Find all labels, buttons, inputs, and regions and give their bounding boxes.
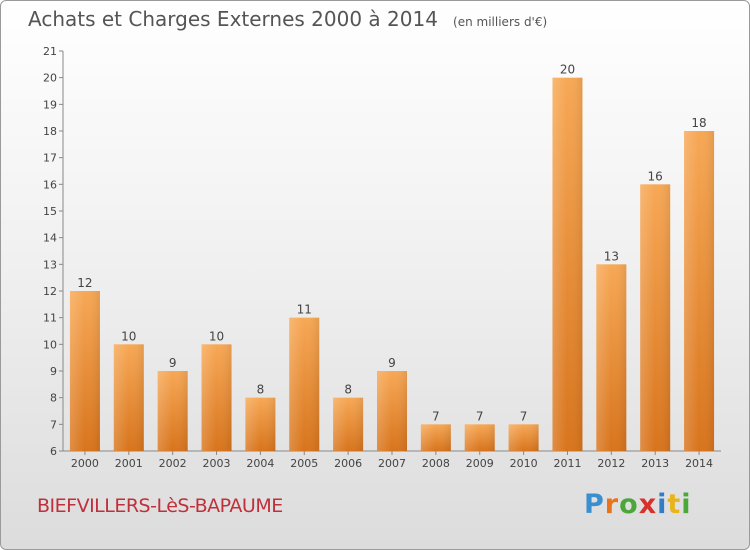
bar-value-label: 10 (121, 329, 136, 343)
x-tick-label: 2005 (290, 457, 318, 470)
logo-letter: i (657, 489, 668, 520)
bar-value-label: 8 (257, 383, 265, 397)
y-tick-label: 16 (43, 178, 57, 191)
logo-letter: r (604, 489, 620, 520)
bar-shade (245, 397, 276, 451)
logo-letter: o (619, 489, 639, 520)
x-tick-label: 2012 (597, 457, 625, 470)
x-axis: 2000 2001 2002 2003 2004 2005 2006 2007 2008 2009… (63, 450, 721, 470)
bar-shade (377, 371, 407, 451)
x-tick-label: 2004 (246, 457, 274, 470)
x-tick-label: 2003 (203, 457, 231, 470)
x-tick-label: 2009 (466, 457, 494, 470)
bar-shade (552, 77, 583, 452)
bar-value-label: 18 (691, 116, 706, 130)
bar-value-label: 10 (209, 329, 224, 343)
y-tick-label: 7 (50, 418, 57, 431)
bar-shade (684, 131, 715, 451)
title-row: Achats et Charges Externes 2000 à 2014 (… (28, 7, 547, 31)
bar-value-label: 16 (648, 169, 663, 183)
x-tick-label: 2014 (685, 457, 713, 470)
x-tick-label: 2000 (71, 457, 99, 470)
bar-value-label: 7 (520, 409, 528, 423)
bar-shade (640, 184, 671, 452)
bar-value-label: 9 (169, 356, 177, 370)
bars: 12 10 9 10 8 11 8 9 7 7 7 20 13 16 18 (69, 63, 715, 452)
x-tick-label: 2011 (553, 457, 581, 470)
bar-value-label: 7 (432, 409, 440, 423)
y-tick-label: 18 (43, 125, 57, 138)
y-tick-label: 12 (43, 285, 57, 298)
bar-shade (113, 344, 144, 451)
logo-letter: x (638, 489, 658, 520)
x-tick-label: 2002 (159, 457, 187, 470)
y-tick-label: 19 (43, 98, 57, 111)
bar-value-label: 8 (344, 383, 352, 397)
y-tick-label: 21 (43, 45, 57, 58)
x-tick-label: 2010 (510, 457, 538, 470)
x-tick-label: 2001 (115, 457, 143, 470)
y-tick-label: 9 (50, 365, 57, 378)
bar-value-label: 11 (297, 303, 312, 317)
bar-shade (464, 424, 495, 451)
bar-shade (420, 424, 451, 451)
commune-name: BIEFVILLERS-LèS-BAPAUME (37, 495, 283, 517)
bar-value-label: 9 (388, 356, 396, 370)
logo-letter: i (681, 489, 692, 520)
y-tick-label: 14 (43, 232, 57, 245)
bar-shade (596, 264, 627, 451)
y-tick-label: 8 (50, 392, 57, 405)
y-tick-label: 20 (43, 72, 57, 85)
y-tick-label: 6 (50, 445, 57, 458)
x-tick-label: 2006 (334, 457, 362, 470)
y-tick-label: 11 (43, 312, 57, 325)
bar-shade (69, 291, 100, 451)
bar-shade (201, 344, 232, 451)
y-tick-label: 15 (43, 205, 57, 218)
proxiti-logo: Proxiti (584, 489, 692, 520)
bar-shade (333, 397, 364, 451)
bar-value-label: 20 (560, 63, 575, 77)
y-tick-label: 10 (43, 338, 57, 351)
x-tick-label: 2007 (378, 457, 406, 470)
bar-value-label: 12 (77, 276, 92, 290)
bar-shade (508, 424, 539, 451)
y-tick-label: 13 (43, 258, 57, 271)
chart-subtitle: (en milliers d'€) (453, 15, 548, 29)
logo-letter: P (584, 489, 605, 520)
bar-shade (289, 317, 320, 451)
y-axis: 6 7 8 9 10 11 12 13 14 15 16 17 18 19 20 21 (43, 45, 64, 458)
logo-letter: t (667, 489, 682, 520)
x-tick-label: 2008 (422, 457, 450, 470)
bar-value-label: 13 (604, 249, 619, 263)
bar-shade (157, 371, 188, 451)
x-tick-label: 2013 (641, 457, 669, 470)
chart-title: Achats et Charges Externes 2000 à 2014 (28, 7, 438, 31)
bar-value-label: 7 (476, 409, 484, 423)
y-tick-label: 17 (43, 152, 57, 165)
